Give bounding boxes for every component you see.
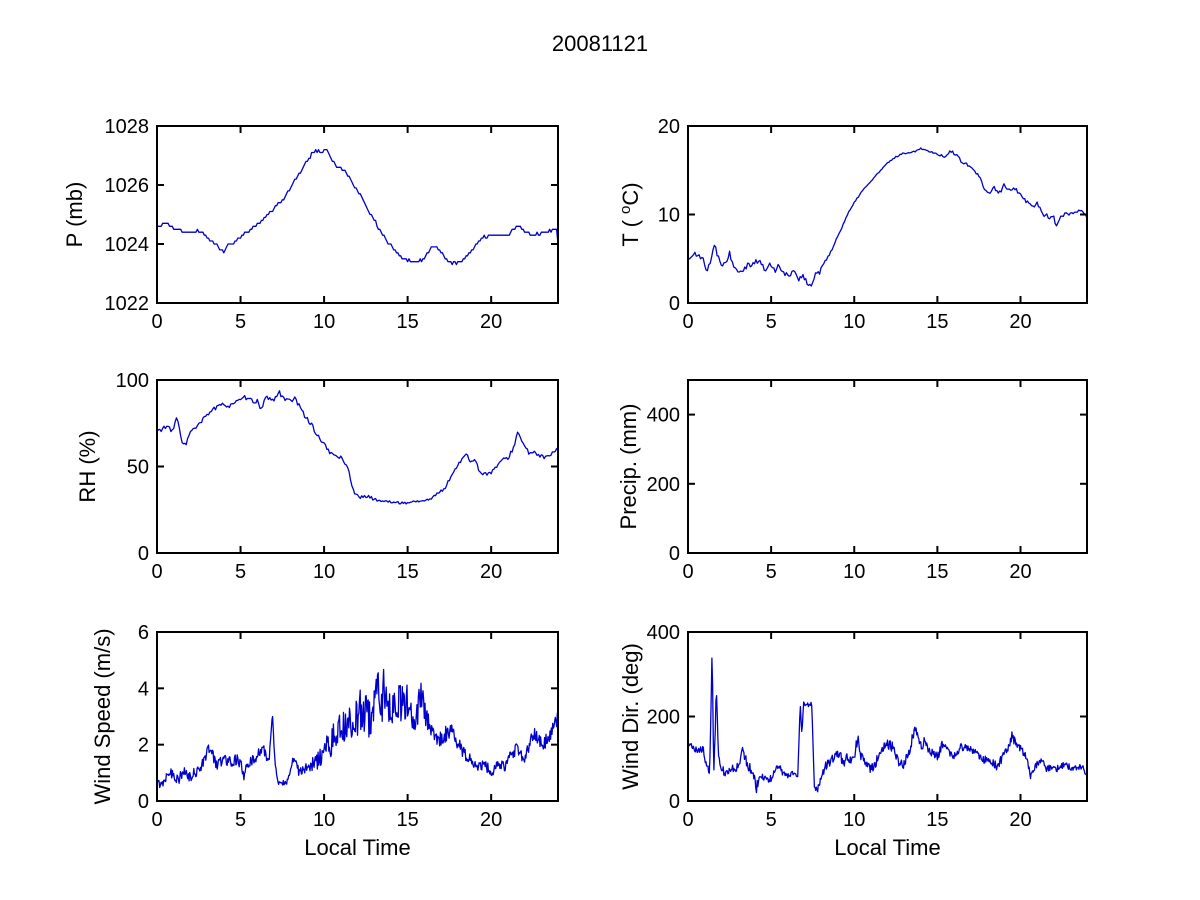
- wind-speed-x-tick-label: 10: [313, 809, 335, 831]
- wind-direction-x-tick-label: 5: [766, 809, 777, 831]
- wind-speed-series-line: [156, 668, 559, 789]
- pressure-y-axis-label: P (mb): [62, 182, 87, 248]
- wind-direction-y-tick-label: 0: [669, 791, 680, 813]
- subplot-temperature: 0 5 10 15 20 0 10 20 T ( oC): [617, 116, 1088, 333]
- precipitation-x-tick-label: 20: [1009, 561, 1031, 583]
- subplot-wind-speed: 0 5 10 15 20 0 2 4 6 Wind Speed (m/s) Local Time: [90, 622, 559, 860]
- pressure-x-tick-label: 15: [397, 311, 419, 333]
- wind-direction-x-tick-label: 10: [843, 809, 865, 831]
- temperature-y-tick-label: 20: [658, 116, 680, 138]
- humidity-y-tick-label: 0: [138, 543, 149, 565]
- humidity-x-tick-label: 10: [313, 561, 335, 583]
- humidity-series-line: [156, 390, 559, 505]
- wind-speed-y-tick-label: 4: [138, 678, 149, 700]
- temperature-axes-box: [687, 125, 1088, 304]
- humidity-x-tick-label: 15: [397, 561, 419, 583]
- precipitation-y-tick-label: 0: [669, 543, 680, 565]
- wind-speed-y-tick-label: 6: [138, 622, 149, 644]
- pressure-x-tick-label: 10: [313, 311, 335, 333]
- wind-direction-y-tick-label: 400: [647, 622, 680, 644]
- pressure-series-line: [157, 148, 559, 266]
- wind-direction-series-line: [687, 657, 1088, 794]
- temperature-series-line: [687, 147, 1088, 287]
- wind-speed-x-axis-label: Local Time: [304, 835, 410, 860]
- temperature-y-axis-label: T ( oC): [617, 182, 643, 246]
- pressure-y-tick-label: 1024: [105, 234, 150, 256]
- wind-direction-x-tick-label: 15: [926, 809, 948, 831]
- humidity-x-tick-label: 0: [151, 561, 162, 583]
- humidity-y-tick-label: 100: [116, 370, 149, 392]
- pressure-x-tick-label: 5: [235, 311, 246, 333]
- precipitation-x-tick-label: 10: [843, 561, 865, 583]
- humidity-x-tick-label: 20: [480, 561, 502, 583]
- subplot-pressure: 0 5 10 15 20 1022 1024 1026 1028 P (mb): [62, 116, 559, 333]
- wind-speed-x-tick-label: 0: [151, 809, 162, 831]
- humidity-y-axis-label: RH (%): [75, 430, 100, 502]
- temperature-y-tick-label: 10: [658, 205, 680, 227]
- pressure-x-tick-label: 0: [151, 311, 162, 333]
- wind-speed-x-tick-label: 15: [397, 809, 419, 831]
- wind-direction-x-tick-label: 20: [1009, 809, 1031, 831]
- wind-speed-y-tick-label: 0: [138, 791, 149, 813]
- wind-speed-y-axis-label: Wind Speed (m/s): [90, 628, 115, 804]
- pressure-y-tick-label: 1026: [105, 175, 150, 197]
- wind-speed-x-tick-label: 5: [235, 809, 246, 831]
- precipitation-y-tick-label: 400: [647, 405, 680, 427]
- temperature-x-tick-label: 10: [843, 311, 865, 333]
- precipitation-x-tick-label: 15: [926, 561, 948, 583]
- wind-direction-x-axis-label: Local Time: [834, 835, 940, 860]
- wind-speed-axes-box: [156, 631, 559, 802]
- subplot-humidity: 0 5 10 15 20 0 50 100 RH (%): [75, 370, 559, 583]
- pressure-axes-box: [156, 125, 559, 304]
- precipitation-y-axis-label: Precip. (mm): [616, 404, 641, 530]
- temperature-x-tick-label: 5: [766, 311, 777, 333]
- temperature-x-tick-label: 20: [1009, 311, 1031, 333]
- figure-title: 20081121: [551, 31, 649, 56]
- wind-direction-axes-box: [687, 631, 1088, 802]
- wind-speed-y-tick-label: 2: [138, 735, 149, 757]
- humidity-y-tick-label: 50: [127, 457, 149, 479]
- precipitation-y-tick-label: 200: [647, 474, 680, 496]
- precipitation-x-tick-label: 0: [682, 561, 693, 583]
- temperature-x-tick-label: 15: [926, 311, 948, 333]
- wind-direction-y-tick-label: 200: [647, 707, 680, 729]
- pressure-y-tick-label: 1022: [105, 293, 150, 315]
- wind-speed-x-tick-label: 20: [480, 809, 502, 831]
- temperature-x-tick-label: 0: [682, 311, 693, 333]
- precipitation-x-tick-label: 5: [766, 561, 777, 583]
- precipitation-axes-box: [687, 379, 1088, 554]
- wind-direction-y-axis-label: Wind Dir. (deg): [618, 643, 643, 790]
- temperature-y-tick-label: 0: [669, 293, 680, 315]
- humidity-x-tick-label: 5: [235, 561, 246, 583]
- wind-direction-x-tick-label: 0: [682, 809, 693, 831]
- pressure-y-tick-label: 1028: [105, 116, 150, 138]
- pressure-x-tick-label: 20: [480, 311, 502, 333]
